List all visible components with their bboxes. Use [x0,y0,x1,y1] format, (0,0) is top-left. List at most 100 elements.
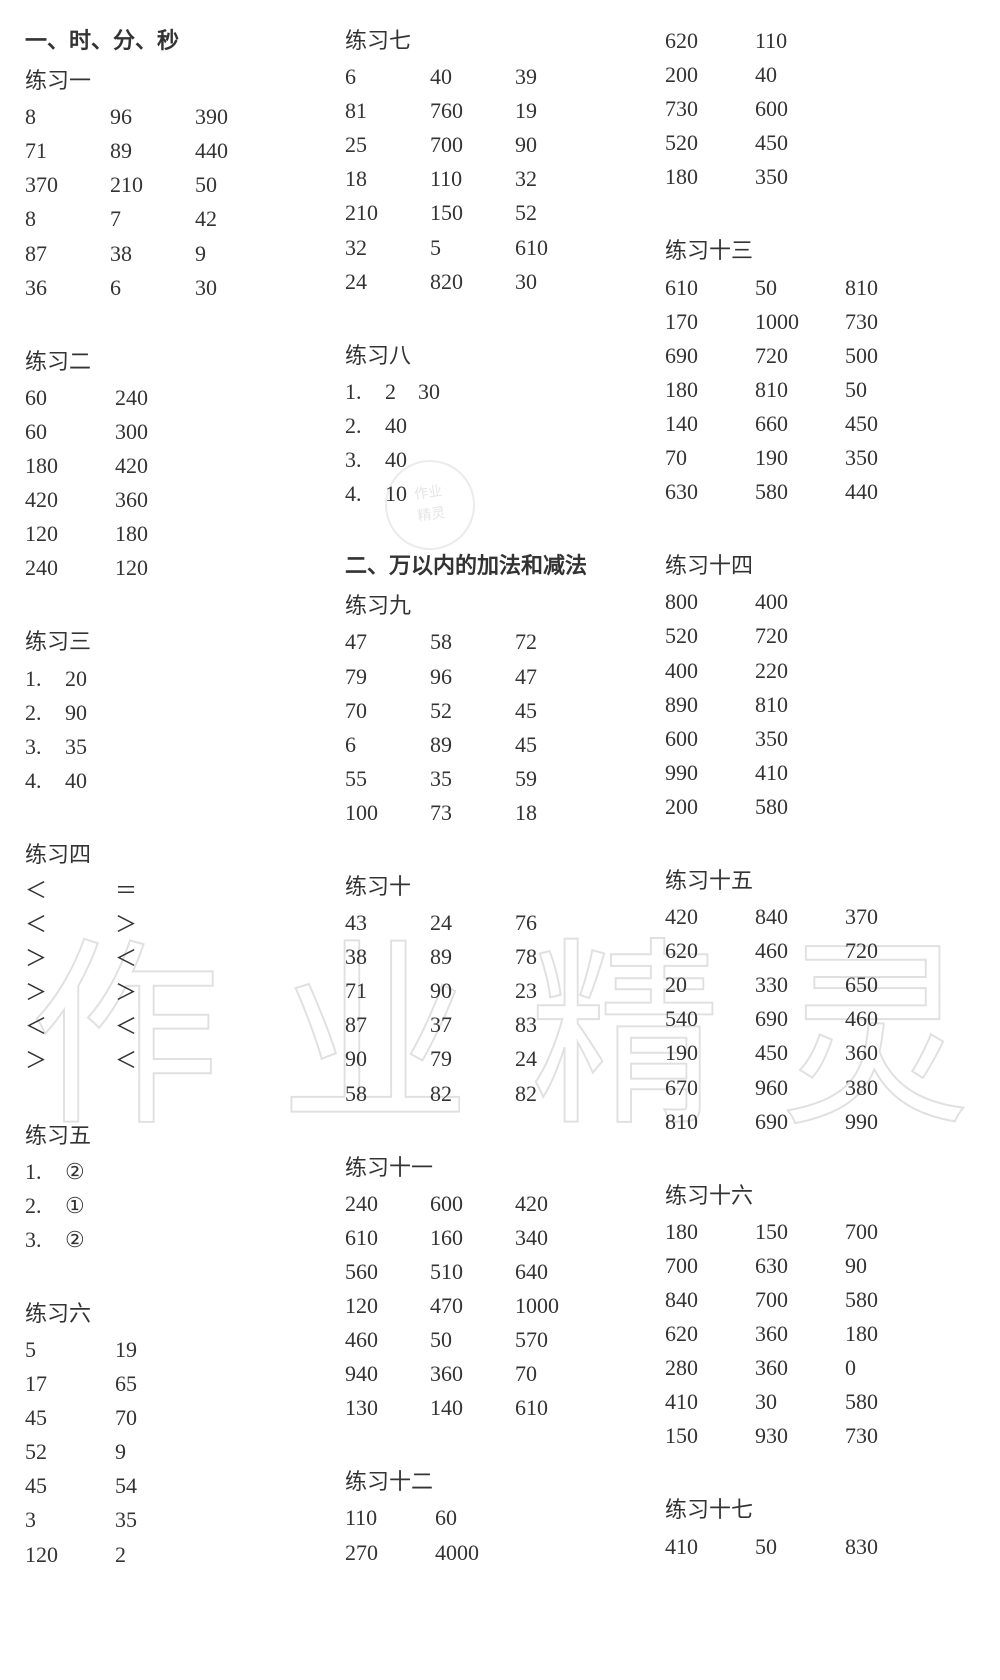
cell: 460 [755,934,845,968]
table-row: 140660450 [665,407,975,441]
table-row: ＜＝ [25,874,335,908]
cell: 5 [25,1333,115,1367]
exercise-4-grid: ＜＝＜＞＞＜＞＞＜＜＞＜ [25,874,335,1079]
cell: 60 [435,1501,525,1535]
cell: ＞ [25,976,115,1010]
cell: 810 [665,1105,755,1139]
cell: 630 [755,1249,845,1283]
exercise-11-title: 练习十一 [345,1151,655,1185]
cell: 420 [665,900,755,934]
table-row: 18081050 [665,373,975,407]
cell: 450 [755,1036,845,1070]
cell: 120 [25,517,115,551]
cell: 180 [665,160,755,194]
cell: 39 [515,60,600,94]
exercise-14-title: 练习十四 [665,549,975,583]
cell: 110 [430,162,515,196]
cell: 690 [665,339,755,373]
table-row: 519 [25,1333,335,1367]
list-value: 35 [65,730,335,764]
cell: 650 [845,968,935,1002]
exercise-12-grid: 110602704000 [345,1501,655,1569]
table-row: 907924 [345,1042,655,1076]
exercise-1-grid: 89639071894403702105087428738936630 [25,100,335,305]
list-number: 1. [345,375,385,409]
cell: 30 [515,265,600,299]
list-value: 2 30 [385,375,655,409]
cell: 160 [430,1221,515,1255]
cell: 360 [845,1036,935,1070]
column-3: 62011020040730600520450180350 练习十三 61050… [665,20,975,1572]
cell: 38 [110,237,195,271]
cell: 300 [115,415,205,449]
table-row: 560510640 [345,1255,655,1289]
column-2: 练习七 640398176019257009018110322101505232… [345,20,655,1572]
cell: 150 [430,196,515,230]
cell: ＜ [115,1010,205,1044]
cell: 370 [845,900,935,934]
cell: 6 [345,728,430,762]
cell: 7 [110,202,195,236]
table-row: 94036070 [345,1357,655,1391]
table-row: 690720500 [665,339,975,373]
table-row: 130140610 [345,1391,655,1425]
cell: 71 [345,974,430,1008]
cell: 220 [755,654,845,688]
cell: 270 [345,1536,435,1570]
cell: 410 [755,756,845,790]
cell: 59 [515,762,600,796]
cell: 350 [755,160,845,194]
cell: 60 [25,381,115,415]
cell: 23 [515,974,600,1008]
cell: 390 [195,100,280,134]
cell: 810 [755,373,845,407]
exercise-1-title: 练习一 [25,64,335,98]
table-row: 3.② [25,1223,335,1257]
cell: 400 [755,585,845,619]
table-row: 2704000 [345,1536,655,1570]
cell: 240 [115,381,205,415]
cell: 32 [515,162,600,196]
table-row: ＞＜ [25,1044,335,1078]
cell: 560 [345,1255,430,1289]
cell: 180 [665,373,755,407]
cell: 35 [115,1503,205,1537]
cell: 840 [755,900,845,934]
table-row: 37021050 [25,168,335,202]
cell: 50 [430,1323,515,1357]
exercise-6-title: 练习六 [25,1297,335,1331]
cell: 19 [515,94,600,128]
cell: 54 [115,1469,205,1503]
cell: 87 [25,237,110,271]
cell: 190 [665,1036,755,1070]
cell: 150 [665,1419,755,1453]
list-value: 40 [385,443,655,477]
table-row: 41050830 [665,1530,975,1564]
cell: 370 [25,168,110,202]
cell: 280 [665,1351,755,1385]
cell: 50 [845,373,935,407]
cell: 580 [845,1385,935,1419]
table-row: 730600 [665,92,975,126]
table-row: 388978 [345,940,655,974]
cell: 600 [755,92,845,126]
table-row: 1.② [25,1155,335,1189]
exercise-11-grid: 2406004206101603405605106401204701000460… [345,1187,655,1426]
cell: 520 [665,619,755,653]
table-row: 64039 [345,60,655,94]
cell: 700 [755,1283,845,1317]
cell: 18 [345,162,430,196]
cell: 420 [25,483,115,517]
cell: 130 [345,1391,430,1425]
list-value: 90 [65,696,335,730]
exercise-5-title: 练习五 [25,1119,335,1153]
cell: 70 [345,694,430,728]
cell: 380 [845,1071,935,1105]
cell: 110 [755,24,845,58]
cell: ＜ [25,874,115,908]
cell: 58 [430,625,515,659]
cell: 580 [755,475,845,509]
cell: 730 [845,1419,935,1453]
cell: 340 [515,1221,600,1255]
cell: 820 [430,265,515,299]
